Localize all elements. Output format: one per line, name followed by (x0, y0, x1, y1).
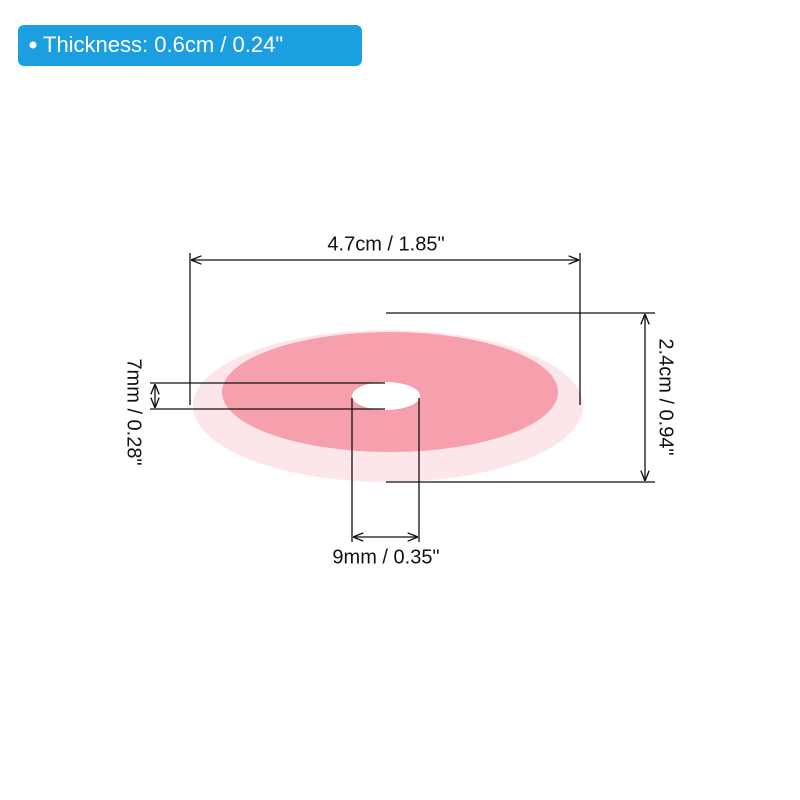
hole-width-label: 9mm / 0.35" (332, 546, 439, 568)
badge-text: Thickness: 0.6cm / 0.24" (43, 32, 283, 57)
width-label: 4.7cm / 1.85" (327, 233, 444, 255)
ring-hole (352, 382, 420, 410)
hole-width-dimension (351, 398, 420, 542)
height-dimension (386, 312, 655, 483)
hole-height-dimension (150, 382, 385, 410)
height-label: 2.4cm / 0.94" (655, 338, 677, 455)
width-dimension (189, 253, 581, 405)
badge (18, 25, 362, 66)
badge-bullet (29, 41, 37, 49)
hole-height-label: 7mm / 0.28" (123, 358, 145, 465)
